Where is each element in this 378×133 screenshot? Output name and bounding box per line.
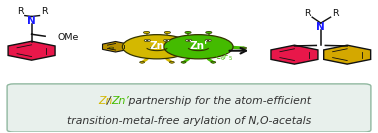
Polygon shape — [271, 45, 318, 64]
FancyBboxPatch shape — [7, 84, 371, 132]
Text: Zn: Zn — [149, 41, 164, 51]
Text: N: N — [27, 16, 36, 26]
Polygon shape — [8, 41, 55, 60]
Circle shape — [165, 40, 168, 41]
Circle shape — [211, 61, 216, 63]
Circle shape — [207, 40, 209, 41]
Circle shape — [164, 35, 233, 59]
Circle shape — [146, 40, 149, 41]
Circle shape — [164, 31, 170, 34]
Circle shape — [185, 31, 191, 34]
Circle shape — [144, 39, 150, 41]
Text: R: R — [332, 9, 338, 18]
Text: Zn’: Zn’ — [111, 96, 129, 106]
Text: $\mathit{C_6F_5}$: $\mathit{C_6F_5}$ — [215, 50, 234, 63]
Text: R: R — [17, 7, 23, 16]
Circle shape — [181, 61, 186, 63]
Circle shape — [144, 31, 150, 34]
Circle shape — [187, 40, 190, 41]
Circle shape — [139, 61, 144, 63]
Circle shape — [186, 39, 192, 41]
Text: Zn': Zn' — [189, 41, 208, 51]
Circle shape — [164, 39, 170, 41]
Text: Zn: Zn — [98, 96, 112, 106]
Text: OMe: OMe — [57, 33, 79, 42]
Text: N: N — [316, 22, 325, 32]
Text: transition-metal-free arylation of N,O-acetals: transition-metal-free arylation of N,O-a… — [67, 116, 311, 126]
Circle shape — [109, 47, 114, 49]
Text: /: / — [107, 96, 110, 106]
Text: R: R — [41, 7, 47, 16]
Polygon shape — [324, 45, 371, 64]
Polygon shape — [102, 41, 129, 52]
Circle shape — [169, 61, 174, 63]
Text: R: R — [304, 9, 311, 18]
Text: partnership for the atom-efficient: partnership for the atom-efficient — [125, 96, 311, 106]
Circle shape — [206, 31, 212, 34]
Circle shape — [200, 47, 205, 49]
Circle shape — [122, 35, 192, 59]
Circle shape — [150, 47, 155, 49]
Circle shape — [205, 39, 211, 41]
Circle shape — [242, 47, 246, 49]
